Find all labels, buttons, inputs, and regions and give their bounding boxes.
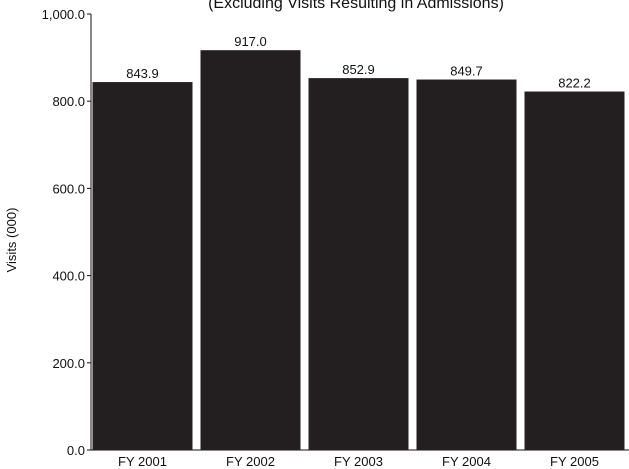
- x-tick-label: FY 2001: [118, 454, 167, 469]
- data-label: 849.7: [450, 64, 483, 79]
- chart-subtitle: (Excluding Visits Resulting in Admission…: [208, 0, 504, 12]
- data-labels: 843.9 917.0 852.9 849.7 822.2: [126, 34, 591, 90]
- y-tick-label: 200.0: [52, 356, 85, 371]
- data-label: 852.9: [342, 62, 375, 77]
- bars: [92, 50, 625, 451]
- bar: [524, 91, 625, 450]
- x-tick-label: FY 2002: [226, 454, 275, 469]
- bar: [308, 78, 409, 451]
- y-tick-label: 0.0: [67, 443, 85, 458]
- y-tick-label: 800.0: [52, 94, 85, 109]
- x-tick-label: FY 2005: [550, 454, 599, 469]
- data-label: 843.9: [126, 66, 159, 81]
- y-tick-label: 600.0: [52, 181, 85, 196]
- bar: [416, 79, 517, 451]
- y-tick-label: 1,000.0: [42, 7, 85, 22]
- data-label: 917.0: [234, 34, 267, 49]
- x-tick-label: FY 2004: [442, 454, 491, 469]
- y-tick-label: 400.0: [52, 269, 85, 284]
- y-ticks: 0.0 200.0 400.0 600.0 800.0 1,000.0: [42, 7, 91, 458]
- bar: [200, 50, 301, 451]
- y-axis-title: Visits (000): [4, 208, 19, 273]
- data-label: 822.2: [558, 76, 591, 91]
- x-tick-label: FY 2003: [334, 454, 383, 469]
- x-labels: FY 2001 FY 2002 FY 2003 FY 2004 FY 2005: [118, 454, 599, 469]
- bar: [92, 82, 193, 450]
